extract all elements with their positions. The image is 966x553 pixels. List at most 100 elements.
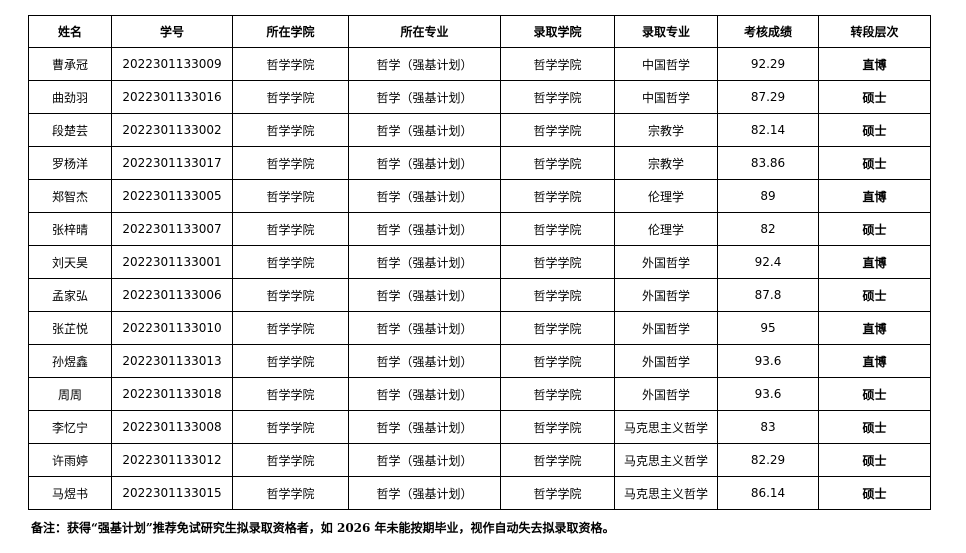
cell-name: 许雨婷 <box>28 443 112 477</box>
cell-name: 段楚芸 <box>28 113 112 147</box>
cell-student-id: 2022301133010 <box>111 311 233 345</box>
cell-score: 93.6 <box>717 377 819 411</box>
cell-student-id: 2022301133018 <box>111 377 233 411</box>
cell-admit-major: 中国哲学 <box>614 47 718 81</box>
cell-admit-major: 外国哲学 <box>614 245 718 279</box>
cell-level: 直博 <box>818 344 931 378</box>
table-row: 张芷悦 2022301133010 哲学学院 哲学（强基计划） 哲学学院 外国哲学 95 直博 <box>28 311 931 345</box>
cell-student-id: 2022301133015 <box>111 476 233 510</box>
cell-current-major: 哲学（强基计划） <box>348 377 501 411</box>
admission-table: 姓名 学号 所在学院 所在专业 录取学院 录取专业 考核成绩 转段层次 曹承冠 20223011… <box>28 15 931 510</box>
cell-name: 郑智杰 <box>28 179 112 213</box>
table-row: 李忆宁 2022301133008 哲学学院 哲学（强基计划） 哲学学院 马克思主义哲学 8… <box>28 410 931 444</box>
cell-score: 82.14 <box>717 113 819 147</box>
cell-current-school: 哲学学院 <box>232 311 349 345</box>
cell-current-school: 哲学学院 <box>232 443 349 477</box>
table-row: 段楚芸 2022301133002 哲学学院 哲学（强基计划） 哲学学院 宗教学 82.14… <box>28 113 931 147</box>
cell-student-id: 2022301133012 <box>111 443 233 477</box>
cell-admit-school: 哲学学院 <box>500 212 615 246</box>
cell-current-school: 哲学学院 <box>232 179 349 213</box>
header-name: 姓名 <box>28 15 112 48</box>
cell-student-id: 2022301133006 <box>111 278 233 312</box>
cell-current-major: 哲学（强基计划） <box>348 410 501 444</box>
cell-admit-major: 马克思主义哲学 <box>614 410 718 444</box>
cell-current-school: 哲学学院 <box>232 377 349 411</box>
cell-name: 罗杨洋 <box>28 146 112 180</box>
cell-admit-major: 马克思主义哲学 <box>614 443 718 477</box>
header-current-school: 所在学院 <box>232 15 349 48</box>
cell-level: 硕士 <box>818 476 931 510</box>
cell-name: 孙煜鑫 <box>28 344 112 378</box>
cell-score: 83 <box>717 410 819 444</box>
header-level: 转段层次 <box>818 15 931 48</box>
footnote: 备注：获得“强基计划”推荐免试研究生拟录取资格者，如 2026 年未能按期毕业，… <box>31 521 615 535</box>
cell-student-id: 2022301133017 <box>111 146 233 180</box>
cell-admit-school: 哲学学院 <box>500 476 615 510</box>
cell-admit-major: 外国哲学 <box>614 278 718 312</box>
cell-admit-school: 哲学学院 <box>500 47 615 81</box>
table-row: 许雨婷 2022301133012 哲学学院 哲学（强基计划） 哲学学院 马克思主义哲学 8… <box>28 443 931 477</box>
cell-level: 硕士 <box>818 212 931 246</box>
cell-level: 硕士 <box>818 80 931 114</box>
cell-name: 刘天昊 <box>28 245 112 279</box>
cell-admit-school: 哲学学院 <box>500 278 615 312</box>
header-row: 姓名 学号 所在学院 所在专业 录取学院 录取专业 考核成绩 转段层次 <box>28 15 931 48</box>
cell-name: 周周 <box>28 377 112 411</box>
table-row: 曹承冠 2022301133009 哲学学院 哲学（强基计划） 哲学学院 中国哲学 92.2… <box>28 47 931 81</box>
cell-admit-major: 伦理学 <box>614 179 718 213</box>
table-row: 孙煜鑫 2022301133013 哲学学院 哲学（强基计划） 哲学学院 外国哲学 93.6… <box>28 344 931 378</box>
cell-student-id: 2022301133008 <box>111 410 233 444</box>
cell-name: 孟家弘 <box>28 278 112 312</box>
cell-current-major: 哲学（强基计划） <box>348 212 501 246</box>
cell-name: 马煜书 <box>28 476 112 510</box>
cell-level: 直博 <box>818 311 931 345</box>
table-row: 张梓晴 2022301133007 哲学学院 哲学（强基计划） 哲学学院 伦理学 82 硕士 <box>28 212 931 246</box>
cell-admit-school: 哲学学院 <box>500 443 615 477</box>
cell-name: 张梓晴 <box>28 212 112 246</box>
cell-admit-school: 哲学学院 <box>500 377 615 411</box>
cell-admit-school: 哲学学院 <box>500 410 615 444</box>
cell-score: 82 <box>717 212 819 246</box>
cell-admit-school: 哲学学院 <box>500 245 615 279</box>
cell-admit-major: 宗教学 <box>614 146 718 180</box>
cell-level: 直博 <box>818 179 931 213</box>
cell-score: 92.4 <box>717 245 819 279</box>
cell-score: 83.86 <box>717 146 819 180</box>
cell-admit-school: 哲学学院 <box>500 311 615 345</box>
header-student-id: 学号 <box>111 15 233 48</box>
cell-current-major: 哲学（强基计划） <box>348 80 501 114</box>
cell-score: 95 <box>717 311 819 345</box>
cell-current-school: 哲学学院 <box>232 245 349 279</box>
cell-current-major: 哲学（强基计划） <box>348 146 501 180</box>
table-row: 马煜书 2022301133015 哲学学院 哲学（强基计划） 哲学学院 马克思主义哲学 8… <box>28 476 931 510</box>
cell-admit-major: 中国哲学 <box>614 80 718 114</box>
cell-score: 93.6 <box>717 344 819 378</box>
cell-student-id: 2022301133001 <box>111 245 233 279</box>
cell-level: 硕士 <box>818 443 931 477</box>
cell-admit-major: 外国哲学 <box>614 311 718 345</box>
cell-level: 直博 <box>818 47 931 81</box>
cell-level: 硕士 <box>818 410 931 444</box>
cell-admit-school: 哲学学院 <box>500 344 615 378</box>
cell-admit-major: 外国哲学 <box>614 344 718 378</box>
cell-admit-major: 外国哲学 <box>614 377 718 411</box>
cell-current-major: 哲学（强基计划） <box>348 47 501 81</box>
cell-current-major: 哲学（强基计划） <box>348 179 501 213</box>
cell-level: 硕士 <box>818 278 931 312</box>
cell-admit-major: 马克思主义哲学 <box>614 476 718 510</box>
cell-current-school: 哲学学院 <box>232 476 349 510</box>
cell-student-id: 2022301133005 <box>111 179 233 213</box>
cell-name: 曹承冠 <box>28 47 112 81</box>
cell-level: 直博 <box>818 245 931 279</box>
cell-student-id: 2022301133007 <box>111 212 233 246</box>
cell-current-school: 哲学学院 <box>232 212 349 246</box>
cell-current-school: 哲学学院 <box>232 80 349 114</box>
cell-score: 87.29 <box>717 80 819 114</box>
header-score: 考核成绩 <box>717 15 819 48</box>
cell-current-school: 哲学学院 <box>232 344 349 378</box>
cell-current-school: 哲学学院 <box>232 278 349 312</box>
cell-admit-major: 宗教学 <box>614 113 718 147</box>
cell-score: 82.29 <box>717 443 819 477</box>
table-row: 刘天昊 2022301133001 哲学学院 哲学（强基计划） 哲学学院 外国哲学 92.4… <box>28 245 931 279</box>
cell-admit-school: 哲学学院 <box>500 113 615 147</box>
